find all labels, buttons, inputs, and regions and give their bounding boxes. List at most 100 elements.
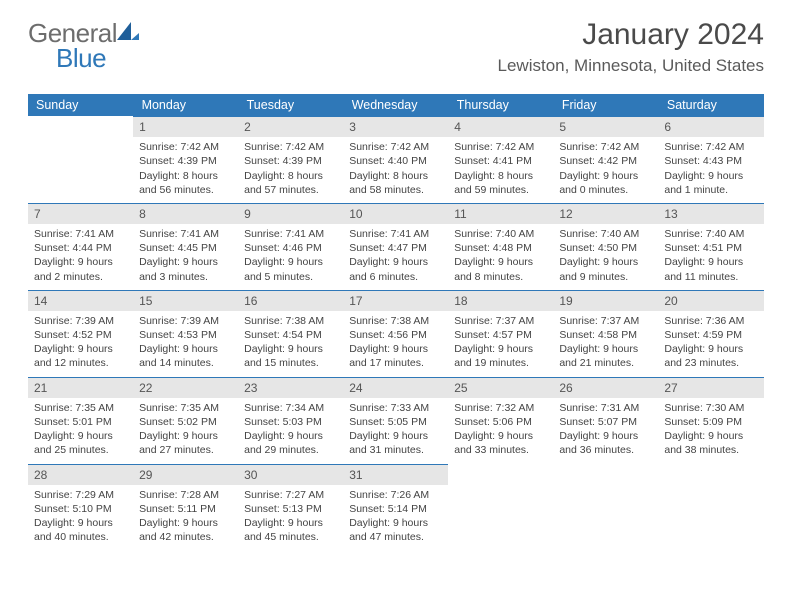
- daylight-line: Daylight: 9 hours and 47 minutes.: [349, 516, 442, 544]
- daylight-line: Daylight: 9 hours and 1 minute.: [664, 169, 757, 197]
- sunrise-line: Sunrise: 7:42 AM: [559, 140, 652, 154]
- sunset-line: Sunset: 4:48 PM: [454, 241, 547, 255]
- day-number: 14: [28, 290, 133, 311]
- sunset-line: Sunset: 4:54 PM: [244, 328, 337, 342]
- day-number: 21: [28, 377, 133, 398]
- sunset-line: Sunset: 4:40 PM: [349, 154, 442, 168]
- calendar-day: 17Sunrise: 7:38 AMSunset: 4:56 PMDayligh…: [343, 290, 448, 377]
- sunrise-line: Sunrise: 7:32 AM: [454, 401, 547, 415]
- dow-header: Thursday: [448, 94, 553, 116]
- daylight-line: Daylight: 9 hours and 23 minutes.: [664, 342, 757, 370]
- dow-header: Monday: [133, 94, 238, 116]
- sunrise-line: Sunrise: 7:40 AM: [559, 227, 652, 241]
- day-number: 22: [133, 377, 238, 398]
- day-number: 20: [658, 290, 763, 311]
- day-number: 8: [133, 203, 238, 224]
- sunrise-line: Sunrise: 7:42 AM: [139, 140, 232, 154]
- calendar-day: 15Sunrise: 7:39 AMSunset: 4:53 PMDayligh…: [133, 290, 238, 377]
- sunrise-line: Sunrise: 7:31 AM: [559, 401, 652, 415]
- calendar-day: 16 Sunrise: 7:38 AMSunset: 4:54 PMDayligh…: [238, 290, 343, 377]
- sunset-line: Sunset: 4:47 PM: [349, 241, 442, 255]
- daylight-line: Daylight: 9 hours and 17 minutes.: [349, 342, 442, 370]
- day-number: 11: [448, 203, 553, 224]
- sunrise-line: Sunrise: 7:35 AM: [34, 401, 127, 415]
- calendar-day: 1Sunrise: 7:42 AMSunset: 4:39 PMDaylight…: [133, 116, 238, 203]
- sunrise-line: Sunrise: 7:41 AM: [244, 227, 337, 241]
- sunrise-line: Sunrise: 7:36 AM: [664, 314, 757, 328]
- sunset-line: Sunset: 4:58 PM: [559, 328, 652, 342]
- sunset-line: Sunset: 4:41 PM: [454, 154, 547, 168]
- calendar-day: 28Sunrise: 7:29 AMSunset: 5:10 PMDayligh…: [28, 464, 133, 551]
- sunrise-line: Sunrise: 7:35 AM: [139, 401, 232, 415]
- sunset-line: Sunset: 4:57 PM: [454, 328, 547, 342]
- day-number: 1: [133, 116, 238, 137]
- sunset-line: Sunset: 4:46 PM: [244, 241, 337, 255]
- day-number: 15: [133, 290, 238, 311]
- daylight-line: Daylight: 9 hours and 9 minutes.: [559, 255, 652, 283]
- calendar-day: 3Sunrise: 7:42 AMSunset: 4:40 PMDaylight…: [343, 116, 448, 203]
- page-title: January 2024: [498, 18, 764, 52]
- calendar-day: 25Sunrise: 7:32 AMSunset: 5:06 PMDayligh…: [448, 377, 553, 464]
- day-number: 2: [238, 116, 343, 137]
- daylight-line: Daylight: 9 hours and 38 minutes.: [664, 429, 757, 457]
- calendar-day: 9Sunrise: 7:41 AMSunset: 4:46 PMDaylight…: [238, 203, 343, 290]
- day-number: 6: [658, 116, 763, 137]
- sunset-line: Sunset: 4:39 PM: [244, 154, 337, 168]
- day-number: 28: [28, 464, 133, 485]
- calendar-week: 28Sunrise: 7:29 AMSunset: 5:10 PMDayligh…: [28, 464, 764, 551]
- daylight-line: Daylight: 9 hours and 19 minutes.: [454, 342, 547, 370]
- sunrise-line: Sunrise: 7:39 AM: [34, 314, 127, 328]
- calendar-day: [658, 464, 763, 551]
- daylight-line: Daylight: 9 hours and 15 minutes.: [244, 342, 337, 370]
- daylight-line: Daylight: 9 hours and 27 minutes.: [139, 429, 232, 457]
- day-number: 23: [238, 377, 343, 398]
- daylight-line: Daylight: 9 hours and 45 minutes.: [244, 516, 337, 544]
- sunrise-line: Sunrise: 7:37 AM: [454, 314, 547, 328]
- day-number: 5: [553, 116, 658, 137]
- day-number: 29: [133, 464, 238, 485]
- daylight-line: Daylight: 9 hours and 14 minutes.: [139, 342, 232, 370]
- day-number: 17: [343, 290, 448, 311]
- sunrise-line: Sunrise: 7:34 AM: [244, 401, 337, 415]
- calendar-day: 13Sunrise: 7:40 AMSunset: 4:51 PMDayligh…: [658, 203, 763, 290]
- daylight-line: Daylight: 9 hours and 31 minutes.: [349, 429, 442, 457]
- day-number: 3: [343, 116, 448, 137]
- day-number: 16: [238, 290, 343, 311]
- sunset-line: Sunset: 5:09 PM: [664, 415, 757, 429]
- header: General Blue January 2024 Lewiston, Minn…: [28, 18, 764, 80]
- sunset-line: Sunset: 5:03 PM: [244, 415, 337, 429]
- daylight-line: Daylight: 9 hours and 40 minutes.: [34, 516, 127, 544]
- daylight-line: Daylight: 8 hours and 59 minutes.: [454, 169, 547, 197]
- sunrise-line: Sunrise: 7:33 AM: [349, 401, 442, 415]
- day-number: 13: [658, 203, 763, 224]
- location-subtitle: Lewiston, Minnesota, United States: [498, 56, 764, 76]
- sunset-line: Sunset: 5:06 PM: [454, 415, 547, 429]
- sunrise-line: Sunrise: 7:38 AM: [244, 314, 337, 328]
- calendar-week: 21Sunrise: 7:35 AMSunset: 5:01 PMDayligh…: [28, 377, 764, 464]
- calendar-day: 2 Sunrise: 7:42 AMSunset: 4:39 PMDaylight…: [238, 116, 343, 203]
- sunrise-line: Sunrise: 7:42 AM: [349, 140, 442, 154]
- sunrise-line: Sunrise: 7:27 AM: [244, 488, 337, 502]
- sunset-line: Sunset: 4:52 PM: [34, 328, 127, 342]
- daylight-line: Daylight: 9 hours and 12 minutes.: [34, 342, 127, 370]
- sunrise-line: Sunrise: 7:38 AM: [349, 314, 442, 328]
- day-number: 19: [553, 290, 658, 311]
- sunset-line: Sunset: 5:13 PM: [244, 502, 337, 516]
- sunset-line: Sunset: 4:45 PM: [139, 241, 232, 255]
- dow-header: Wednesday: [343, 94, 448, 116]
- daylight-line: Daylight: 9 hours and 6 minutes.: [349, 255, 442, 283]
- dow-header: Friday: [553, 94, 658, 116]
- day-number: 18: [448, 290, 553, 311]
- sunrise-line: Sunrise: 7:41 AM: [139, 227, 232, 241]
- day-number: 25: [448, 377, 553, 398]
- sunrise-line: Sunrise: 7:41 AM: [34, 227, 127, 241]
- day-number: 4: [448, 116, 553, 137]
- daylight-line: Daylight: 9 hours and 21 minutes.: [559, 342, 652, 370]
- daylight-line: Daylight: 8 hours and 57 minutes.: [244, 169, 337, 197]
- dow-header: Sunday: [28, 94, 133, 116]
- sunset-line: Sunset: 4:51 PM: [664, 241, 757, 255]
- daylight-line: Daylight: 9 hours and 42 minutes.: [139, 516, 232, 544]
- calendar-day: 4Sunrise: 7:42 AMSunset: 4:41 PMDaylight…: [448, 116, 553, 203]
- calendar-day: 6Sunrise: 7:42 AMSunset: 4:43 PMDaylight…: [658, 116, 763, 203]
- sunrise-line: Sunrise: 7:42 AM: [244, 140, 337, 154]
